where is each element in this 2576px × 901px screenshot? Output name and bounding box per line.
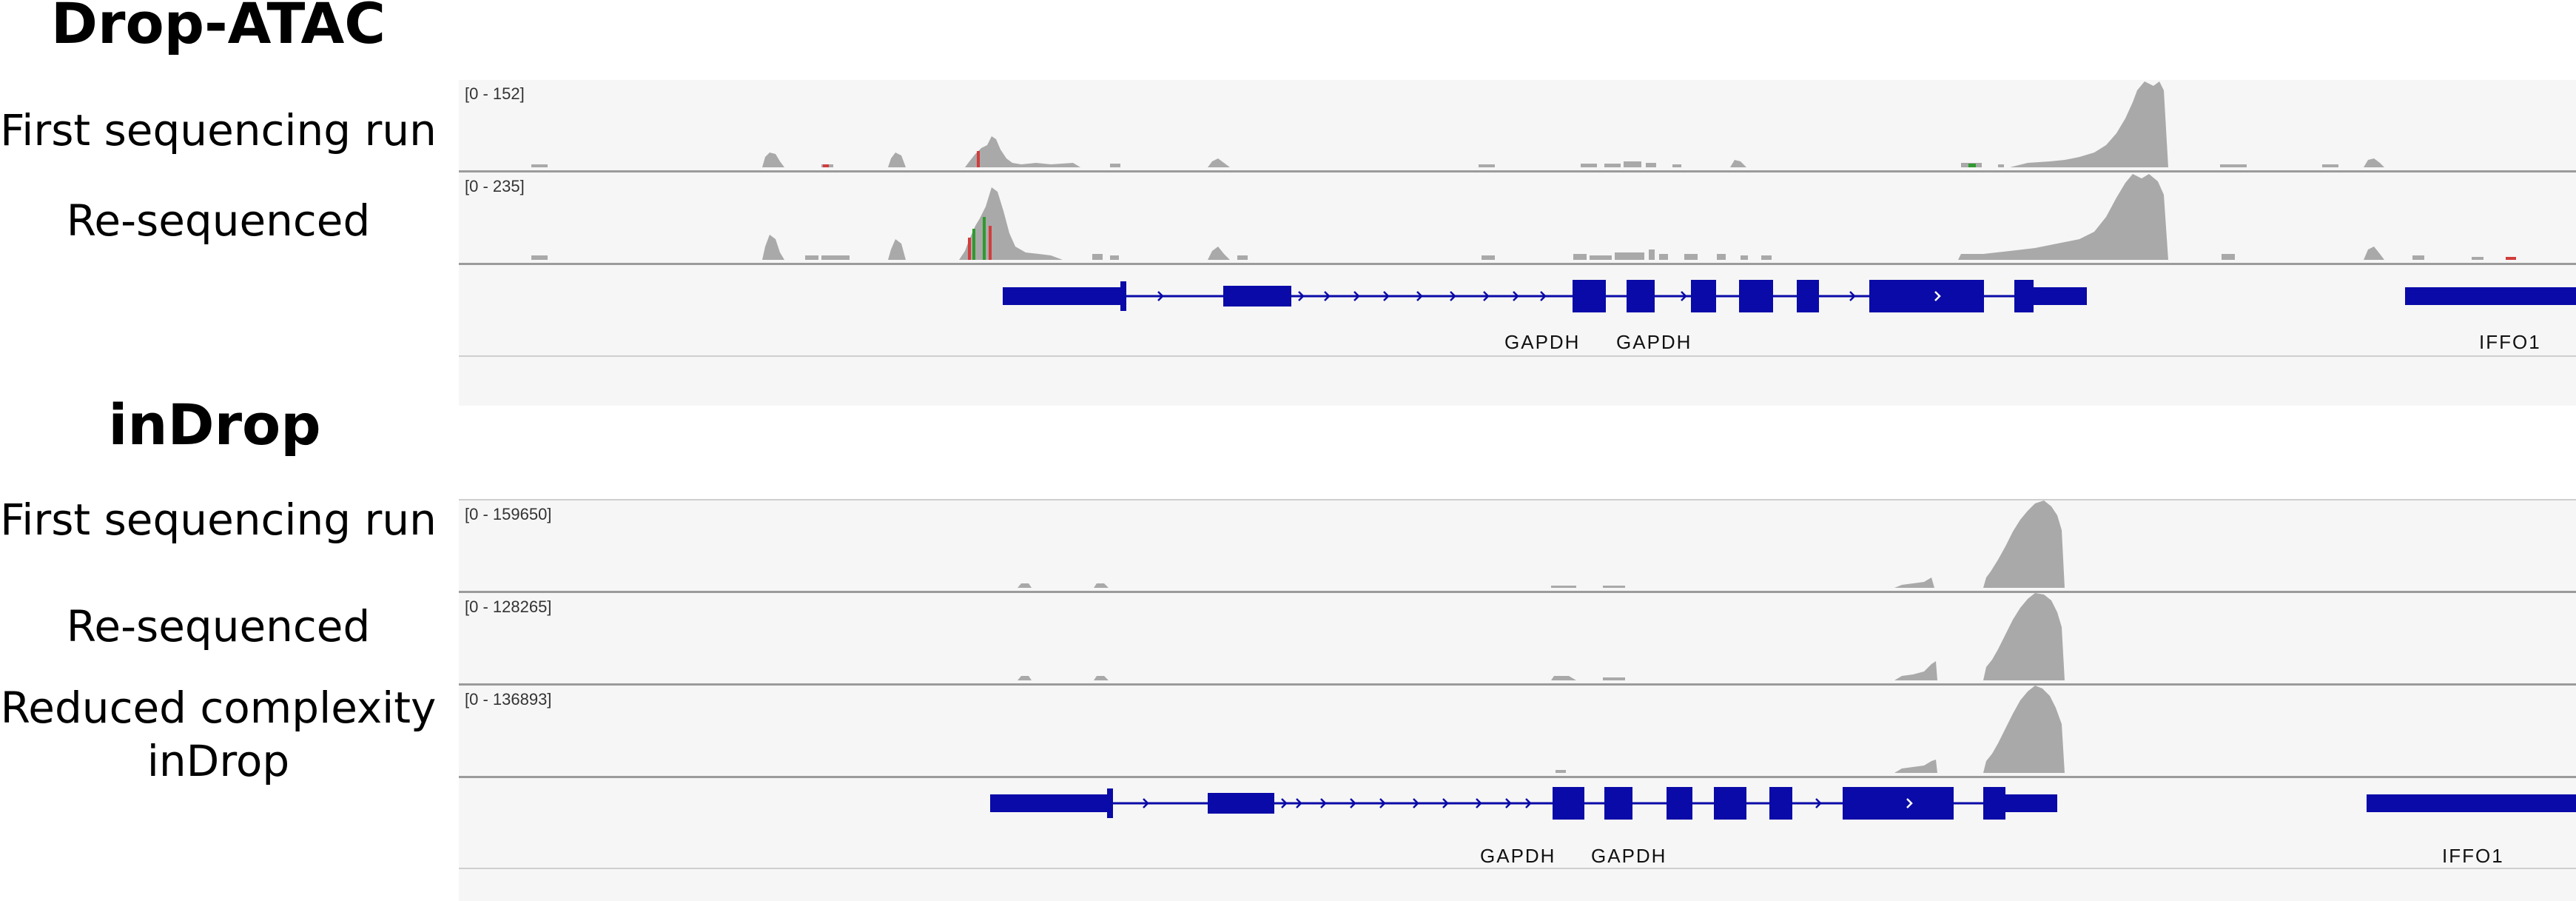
section-title-indrop: inDrop (108, 392, 321, 458)
gene-label-gapdh: GAPDH (1480, 845, 1556, 867)
track-label-indrop-reduced-complexity: Reduced complexity inDrop (0, 681, 437, 788)
track-label-drop-atac-first-run: First sequencing run (0, 105, 437, 155)
data-range-label: [0 - 136893] (465, 690, 552, 709)
data-range-label: [0 - 235] (465, 177, 525, 195)
section-title-drop-atac: Drop-ATAC (50, 0, 386, 56)
track-divider (459, 683, 2576, 686)
data-range-label: [0 - 152] (465, 84, 525, 103)
coverage-histogram (531, 174, 2516, 260)
gene-label-iffo1: IFFO1 (2479, 331, 2541, 353)
gene-model (1003, 280, 2576, 312)
coverage-histogram (1018, 593, 2065, 680)
track-divider (459, 263, 2576, 265)
coverage-track-drop-atac-first-run: [0 - 152] (459, 80, 2576, 170)
track-label-line: Reduced complexity (0, 683, 437, 733)
coverage-track-indrop-reduced-complexity: [0 - 136893] (459, 686, 2576, 776)
track-divider (459, 170, 2576, 173)
igv-panel-drop-atac: [0 - 152] (459, 80, 2576, 406)
track-divider (459, 499, 2576, 500)
coverage-histogram (1556, 686, 2065, 773)
track-label-indrop-first-run: First sequencing run (0, 495, 437, 545)
igv-panel-indrop: [0 - 159650] [0 - 128265] (459, 499, 2576, 901)
gene-annotation-track-indrop: GAPDH GAPDH IFFO1 (459, 778, 2576, 867)
track-divider (459, 591, 2576, 593)
track-divider (459, 868, 2576, 869)
gene-label-iffo1: IFFO1 (2442, 845, 2504, 867)
gene-label-gapdh: GAPDH (1616, 331, 1692, 353)
track-divider (459, 776, 2576, 778)
track-label-indrop-resequenced: Re-sequenced (66, 601, 371, 652)
coverage-track-indrop-first-run: [0 - 159650] (459, 500, 2576, 591)
gene-label-gapdh: GAPDH (1591, 845, 1667, 867)
coverage-track-drop-atac-resequenced: [0 - 235] (459, 173, 2576, 263)
gene-label-gapdh: GAPDH (1504, 331, 1581, 353)
data-range-label: [0 - 159650] (465, 505, 552, 523)
coverage-track-indrop-resequenced: [0 - 128265] (459, 593, 2576, 683)
data-range-label: [0 - 128265] (465, 597, 552, 616)
track-label-drop-atac-resequenced: Re-sequenced (66, 195, 371, 246)
coverage-histogram (531, 81, 2384, 167)
gene-annotation-track-drop-atac: GAPDH GAPDH IFFO1 (459, 265, 2576, 354)
coverage-histogram (1018, 500, 2065, 588)
gene-model (990, 787, 2576, 820)
track-divider (459, 355, 2576, 357)
track-label-line: inDrop (147, 736, 290, 786)
